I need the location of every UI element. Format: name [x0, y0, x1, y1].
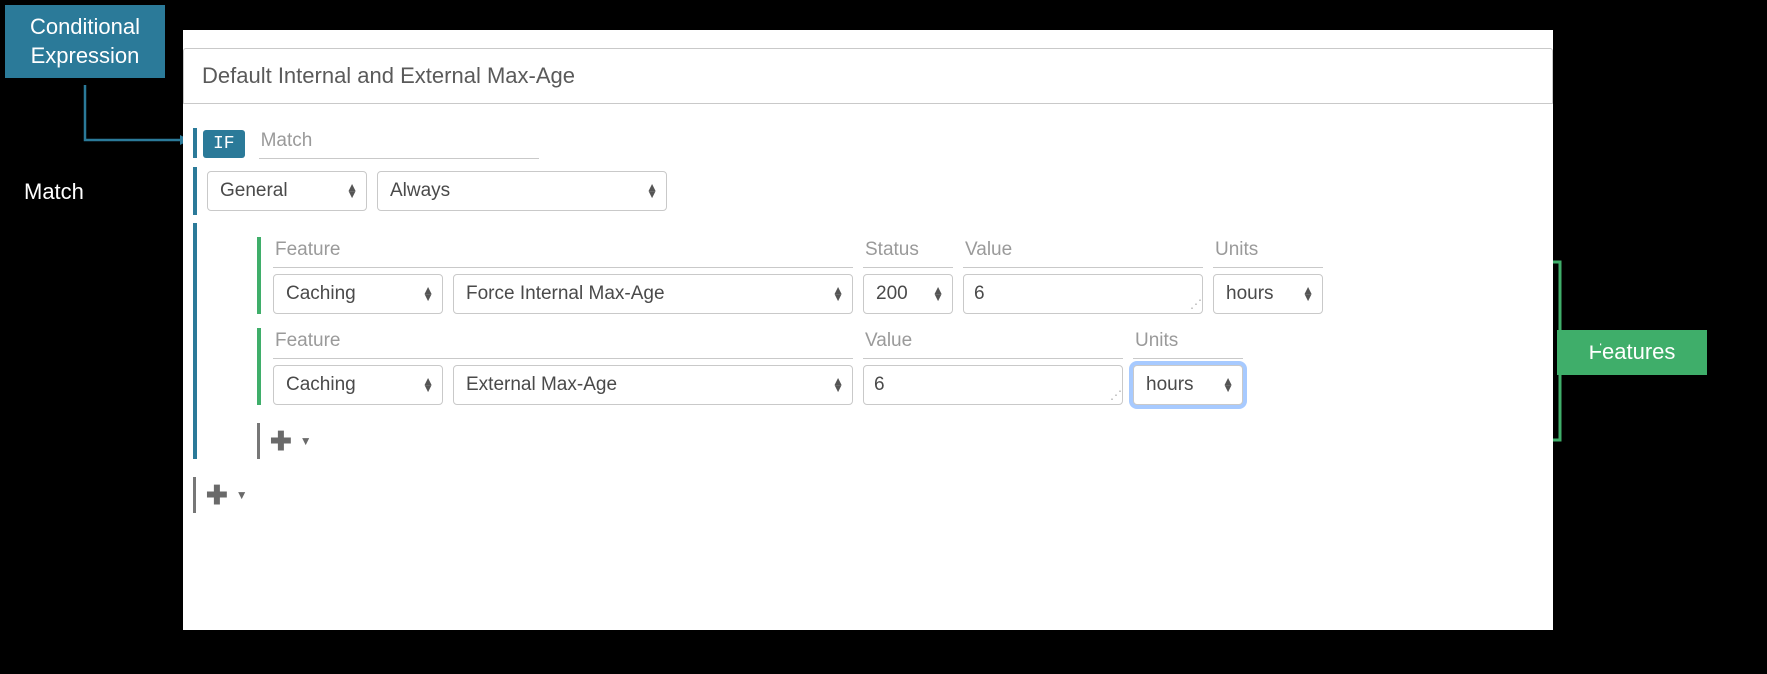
if-vertical-bar-3 [193, 223, 197, 459]
add-feature-dropdown-icon[interactable]: ▼ [300, 434, 312, 448]
add-rule-button[interactable]: ✚ [206, 480, 228, 511]
add-feature-button[interactable]: ✚ [270, 426, 292, 457]
if-vertical-bar [193, 128, 197, 158]
select-arrows-icon: ▲▼ [346, 184, 358, 198]
rules-panel: Default Internal and External Max-Age IF… [183, 30, 1553, 630]
select-arrows-icon: ▲▼ [422, 287, 434, 301]
feature-name-select[interactable]: Force Internal Max-Age▲▼ [453, 274, 853, 314]
feature-vertical-bar [257, 237, 261, 314]
feature-label: Feature [273, 237, 853, 268]
match-category-select[interactable]: General ▲▼ [207, 171, 367, 211]
outer-add-bar [193, 477, 196, 513]
feature-category-select[interactable]: Caching▲▼ [273, 274, 443, 314]
resize-handle-icon: ⋰ [1110, 392, 1120, 402]
select-arrows-icon: ▲▼ [422, 378, 434, 392]
select-arrows-icon: ▲▼ [832, 378, 844, 392]
resize-handle-icon: ⋰ [1190, 301, 1200, 311]
units-select[interactable]: hours▲▼ [1133, 365, 1243, 405]
select-arrows-icon: ▲▼ [932, 287, 944, 301]
units-select[interactable]: hours▲▼ [1213, 274, 1323, 314]
select-arrows-icon: ▲▼ [1222, 378, 1234, 392]
callout-features: Features [1557, 330, 1707, 375]
select-arrows-icon: ▲▼ [832, 287, 844, 301]
rule-title-input[interactable]: Default Internal and External Max-Age [183, 48, 1553, 104]
match-condition-value: Always [390, 180, 450, 201]
status-select[interactable]: 200▲▼ [863, 274, 953, 314]
value-label: Value [863, 328, 1123, 359]
feature-category-select[interactable]: Caching▲▼ [273, 365, 443, 405]
value-input[interactable]: 6⋰ [863, 365, 1123, 405]
if-badge: IF [203, 130, 245, 158]
match-section-header: Match [259, 128, 539, 159]
value-input[interactable]: 6⋰ [963, 274, 1203, 314]
feature-label: Feature [273, 328, 853, 359]
select-arrows-icon: ▲▼ [646, 184, 658, 198]
callout-match: Match [24, 178, 84, 207]
units-label: Units [1213, 237, 1323, 268]
inner-add-bar [257, 423, 260, 459]
feature-name-select[interactable]: External Max-Age▲▼ [453, 365, 853, 405]
add-rule-dropdown-icon[interactable]: ▼ [236, 488, 248, 502]
units-label: Units [1133, 328, 1243, 359]
status-label: Status [863, 237, 953, 268]
select-arrows-icon: ▲▼ [1302, 287, 1314, 301]
if-vertical-bar-2 [193, 167, 197, 215]
value-label: Value [963, 237, 1203, 268]
feature-vertical-bar [257, 328, 261, 405]
callout-conditional-expression: Conditional Expression [5, 5, 165, 78]
match-condition-select[interactable]: Always ▲▼ [377, 171, 667, 211]
match-category-value: General [220, 180, 288, 201]
